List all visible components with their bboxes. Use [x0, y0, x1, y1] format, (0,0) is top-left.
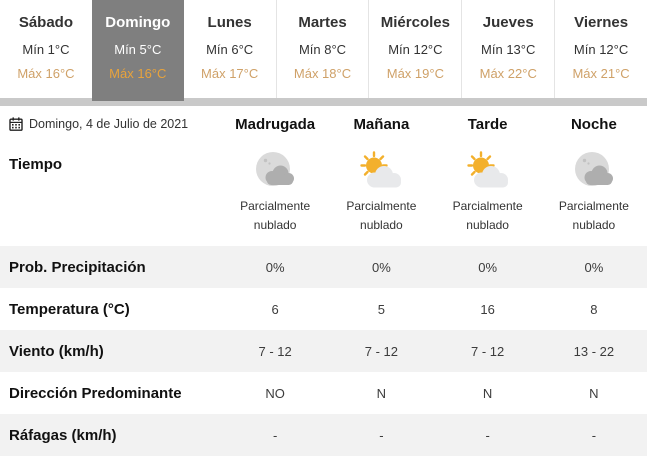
- day-tabbar: Sábado Mín 1°C Máx 16°C Domingo Mín 5°C …: [0, 0, 647, 101]
- column-header-madrugada: Madrugada: [235, 115, 316, 133]
- cell-value: 6: [271, 301, 279, 317]
- weather-condition-text: Parcialmente nublado: [240, 199, 311, 232]
- tab-min-temp: Mín 6°C: [206, 42, 254, 57]
- weather-condition-text: Parcialmente nublado: [452, 199, 523, 232]
- tab-max-temp: Máx 19°C: [386, 66, 444, 81]
- day-tab-viernes[interactable]: Viernes Mín 12°C Máx 21°C: [554, 0, 647, 98]
- weather-cell-noche: Parcialmente nublado: [541, 142, 647, 246]
- cell-value: -: [379, 427, 384, 443]
- tab-day-label: Viernes: [574, 14, 629, 31]
- table-row-precipitation: Prob. Precipitación 0% 0% 0% 0%: [0, 246, 647, 288]
- cell-value: N: [482, 385, 493, 401]
- table-row-wind-direction: Dirección Predominante NO N N N: [0, 372, 647, 414]
- tab-max-temp: Máx 22°C: [479, 66, 537, 81]
- cell-value: NO: [265, 385, 285, 401]
- tab-max-temp: Máx 16°C: [17, 66, 75, 81]
- row-label: Viento (km/h): [9, 342, 104, 360]
- tabbar-underline: [0, 98, 647, 106]
- tab-day-label: Jueves: [482, 14, 534, 31]
- weather-cell-tarde: Parcialmente nublado: [435, 142, 541, 246]
- day-tab-sabado[interactable]: Sábado Mín 1°C Máx 16°C: [0, 0, 92, 98]
- calendar-icon: [9, 117, 23, 131]
- row-label: Temperatura (°C): [9, 300, 130, 318]
- cell-value: 0%: [371, 259, 391, 275]
- day-tab-lunes[interactable]: Lunes Mín 6°C Máx 17°C: [183, 0, 276, 98]
- tab-min-temp: Mín 12°C: [573, 42, 629, 57]
- day-tab-martes[interactable]: Martes Mín 8°C Máx 18°C: [275, 0, 369, 98]
- tab-max-temp: Máx 17°C: [201, 66, 259, 81]
- tab-day-label: Martes: [298, 14, 347, 31]
- tab-min-temp: Mín 8°C: [298, 42, 347, 57]
- tab-min-temp: Mín 1°C: [22, 42, 70, 57]
- column-header-manana: Mañana: [353, 115, 410, 133]
- tab-day-label: Sábado: [18, 14, 74, 31]
- cell-value: 8: [590, 301, 598, 317]
- weather-cell-manana: Parcialmente nublado: [328, 142, 434, 246]
- weather-condition-row: Tiempo Parcialmente nublado: [0, 142, 647, 246]
- tab-max-temp: Máx 21°C: [572, 66, 630, 81]
- cell-value: N: [589, 385, 599, 401]
- tab-min-temp: Mín 13°C: [481, 42, 536, 57]
- cell-value: -: [272, 427, 278, 443]
- day-partly-cloudy-icon: [464, 148, 512, 194]
- cell-value: 0%: [478, 259, 498, 275]
- column-header-tarde: Tarde: [467, 115, 508, 133]
- tab-day-label: Domingo: [105, 14, 171, 31]
- cell-value: 13 - 22: [573, 343, 615, 359]
- tab-max-temp: Máx 18°C: [293, 66, 352, 81]
- table-row-temperature: Temperatura (°C) 6 5 16 8: [0, 288, 647, 330]
- date-header-row: Domingo, 4 de Julio de 2021 Madrugada Ma…: [0, 106, 647, 142]
- tab-day-label: Lunes: [207, 14, 252, 31]
- cell-value: 5: [377, 301, 385, 317]
- tab-day-label: Miércoles: [380, 14, 450, 31]
- table-row-wind: Viento (km/h) 7 - 12 7 - 12 7 - 12 13 - …: [0, 330, 647, 372]
- day-tab-jueves[interactable]: Jueves Mín 13°C Máx 22°C: [461, 0, 555, 98]
- row-label: Ráfagas (km/h): [9, 426, 117, 444]
- day-tab-domingo[interactable]: Domingo Mín 5°C Máx 16°C: [91, 0, 184, 101]
- tab-max-temp: Máx 16°C: [109, 66, 167, 81]
- cell-value: -: [591, 427, 597, 443]
- night-partly-cloudy-icon: [252, 148, 298, 194]
- day-partly-cloudy-icon: [357, 148, 405, 194]
- date-label: Domingo, 4 de Julio de 2021: [29, 117, 189, 131]
- cell-value: 0%: [265, 259, 285, 275]
- row-label: Prob. Precipitación: [9, 258, 146, 276]
- cell-value: 7 - 12: [364, 343, 398, 359]
- weather-cell-madrugada: Parcialmente nublado: [222, 142, 328, 246]
- table-row-gusts: Ráfagas (km/h) - - - -: [0, 414, 647, 456]
- cell-value: 7 - 12: [258, 343, 292, 359]
- day-tab-miercoles[interactable]: Miércoles Mín 12°C Máx 19°C: [368, 0, 462, 98]
- cell-value: 16: [480, 301, 495, 317]
- row-label: Dirección Predominante: [9, 384, 182, 402]
- cell-value: 0%: [584, 259, 604, 275]
- tab-min-temp: Mín 12°C: [388, 42, 443, 57]
- cell-value: 7 - 12: [471, 343, 505, 359]
- tab-min-temp: Mín 5°C: [114, 42, 162, 57]
- cell-value: -: [485, 427, 490, 443]
- column-header-noche: Noche: [570, 115, 617, 133]
- cell-value: N: [376, 385, 387, 401]
- weather-condition-text: Parcialmente nublado: [558, 199, 629, 232]
- night-partly-cloudy-icon: [571, 148, 617, 194]
- weather-condition-text: Parcialmente nublado: [346, 199, 417, 232]
- selected-date: Domingo, 4 de Julio de 2021: [0, 117, 222, 131]
- row-label-tiempo: Tiempo: [9, 156, 63, 173]
